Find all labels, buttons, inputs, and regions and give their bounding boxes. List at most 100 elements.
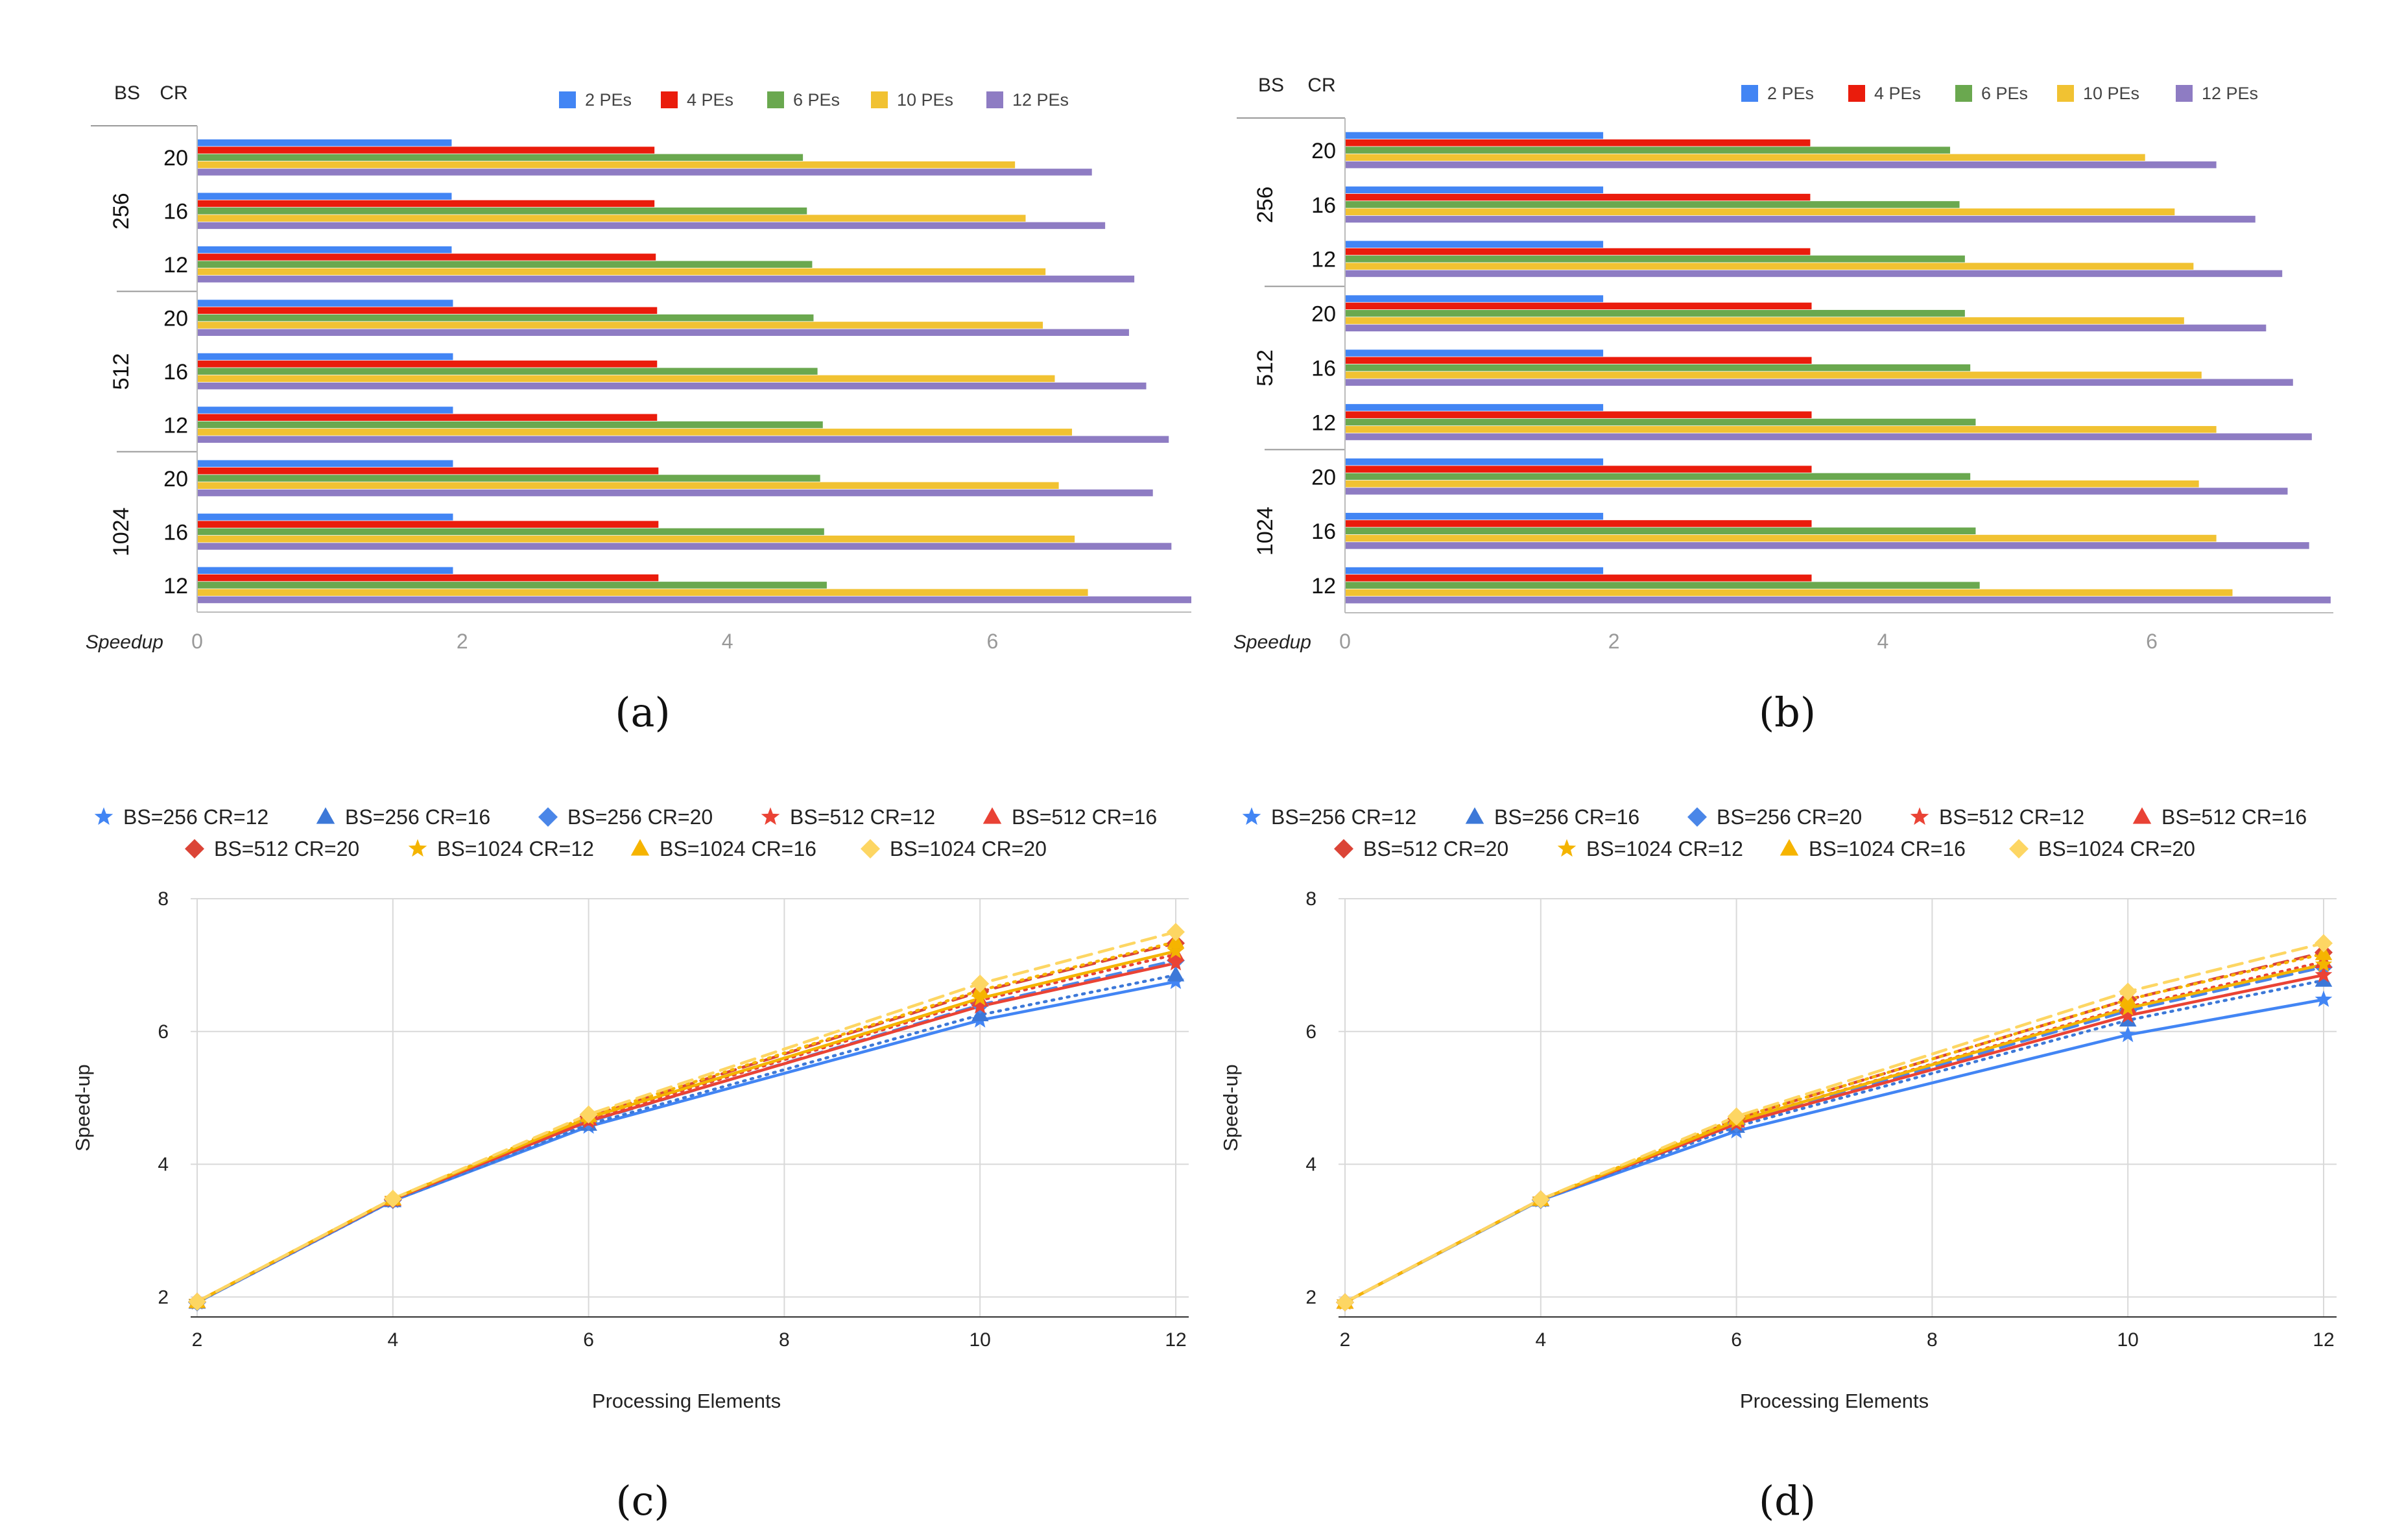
marker-d-7-4 bbox=[2315, 944, 2333, 960]
x-axis-label-b: Speedup bbox=[1233, 632, 1311, 653]
row-label-b-512-20: 20 bbox=[1311, 302, 1336, 327]
bar-b-1024-16-4 bbox=[1345, 542, 2309, 549]
series-line-d-3 bbox=[1343, 973, 2326, 1304]
x-tick-c-3: 8 bbox=[779, 1329, 790, 1351]
legend-marker-c-0 bbox=[94, 807, 113, 825]
row-label-a-1024-12: 12 bbox=[163, 574, 188, 598]
marker-d-3-4 bbox=[2315, 965, 2333, 983]
group-label-b-1024: 1024 bbox=[1253, 506, 1278, 556]
bar-a-1024-16-1 bbox=[197, 521, 659, 528]
row-label-a-1024-20: 20 bbox=[163, 467, 188, 492]
bar-a-1024-20-2 bbox=[197, 475, 820, 482]
legend-marker-d-0 bbox=[1242, 807, 1261, 825]
legend-label-a-4: 12 PEs bbox=[1012, 90, 1069, 110]
bar-b-256-16-0 bbox=[1345, 186, 1604, 194]
legend-label-b-0: 2 PEs bbox=[1767, 84, 1814, 103]
bar-a-1024-12-0 bbox=[197, 567, 453, 575]
row-label-a-256-20: 20 bbox=[163, 146, 188, 171]
marker-d-8-2 bbox=[1727, 1107, 1746, 1126]
bar-b-256-12-1 bbox=[1345, 248, 1811, 255]
bar-b-1024-20-3 bbox=[1345, 480, 2199, 488]
bar-b-512-20-0 bbox=[1345, 295, 1604, 302]
bar-b-1024-20-0 bbox=[1345, 458, 1604, 466]
legend-marker-d-4 bbox=[2132, 807, 2152, 824]
legend-swatch-b-2 bbox=[1955, 85, 1972, 102]
category-header-b: CR bbox=[1307, 75, 1335, 96]
bar-b-256-12-3 bbox=[1345, 263, 2194, 270]
bar-b-256-16-2 bbox=[1345, 201, 1960, 208]
legend-marker-d-5 bbox=[1334, 839, 1353, 859]
caption-b: (b) bbox=[1759, 689, 1816, 736]
bar-b-512-16-0 bbox=[1345, 349, 1604, 357]
marker-c-6-4 bbox=[1167, 942, 1185, 959]
row-label-b-512-12: 12 bbox=[1311, 410, 1336, 435]
bar-b-512-20-1 bbox=[1345, 302, 1812, 310]
marker-d-8-3 bbox=[2119, 982, 2137, 1001]
legend-label-c-0: BS=256 CR=12 bbox=[123, 805, 268, 829]
x-tick-b-1: 2 bbox=[1608, 630, 1620, 653]
bar-b-1024-20-4 bbox=[1345, 488, 2288, 495]
bar-b-1024-12-2 bbox=[1345, 582, 1980, 589]
group-header-a: BS bbox=[114, 82, 140, 104]
bar-b-256-20-2 bbox=[1345, 147, 1951, 154]
marker-c-8-3 bbox=[971, 975, 990, 993]
x-tick-d-4: 10 bbox=[2117, 1329, 2139, 1351]
bar-a-512-16-2 bbox=[197, 368, 818, 375]
row-label-a-256-16: 16 bbox=[163, 200, 188, 224]
x-tick-d-3: 8 bbox=[1927, 1329, 1938, 1351]
bar-a-256-16-0 bbox=[197, 193, 452, 200]
row-label-a-512-12: 12 bbox=[163, 413, 188, 438]
marker-d-6-3 bbox=[2119, 999, 2137, 1016]
marker-c-8-2 bbox=[579, 1105, 598, 1124]
legend-label-c-4: BS=512 CR=16 bbox=[1012, 805, 1157, 829]
bar-a-512-12-2 bbox=[197, 421, 823, 429]
legend-label-d-2: BS=256 CR=20 bbox=[1717, 805, 1862, 829]
legend-marker-c-6 bbox=[408, 839, 427, 857]
x-tick-c-0: 2 bbox=[192, 1329, 203, 1351]
legend-label-d-7: BS=1024 CR=16 bbox=[1809, 837, 1966, 860]
bar-b-512-20-3 bbox=[1345, 317, 2184, 324]
marker-d-0-3 bbox=[2119, 1025, 2137, 1043]
bar-b-1024-16-2 bbox=[1345, 527, 1976, 535]
row-label-b-256-12: 12 bbox=[1311, 248, 1336, 272]
group-label-a-1024: 1024 bbox=[109, 508, 134, 557]
legend-label-c-7: BS=1024 CR=16 bbox=[660, 837, 816, 860]
bar-a-256-16-2 bbox=[197, 207, 807, 215]
series-line-c-0 bbox=[195, 980, 1178, 1304]
y-tick-d-2: 6 bbox=[1305, 1021, 1316, 1043]
bar-a-1024-16-4 bbox=[197, 543, 1172, 550]
caption-a: (a) bbox=[615, 689, 670, 736]
x-tick-a-0: 0 bbox=[191, 630, 203, 653]
row-label-a-512-16: 16 bbox=[163, 360, 188, 385]
x-axis-label-c: Processing Elements bbox=[592, 1390, 781, 1412]
bar-b-256-16-4 bbox=[1345, 215, 2256, 223]
legend-label-d-6: BS=1024 CR=12 bbox=[1586, 837, 1743, 860]
bar-b-512-20-2 bbox=[1345, 309, 1965, 317]
legend-marker-d-1 bbox=[1465, 807, 1484, 824]
chart-d-line: 2 4 6 8 10 12 2 4 6 8 Processing Elements Speed-up B… bbox=[1219, 805, 2337, 1524]
marker-d-8-1 bbox=[1531, 1190, 1550, 1209]
caption-d: (d) bbox=[1759, 1477, 1816, 1524]
bar-a-1024-12-3 bbox=[197, 589, 1088, 596]
bar-a-1024-12-2 bbox=[197, 582, 827, 589]
bar-a-512-16-4 bbox=[197, 382, 1147, 390]
x-tick-a-1: 2 bbox=[457, 630, 468, 653]
y-tick-c-3: 8 bbox=[158, 888, 169, 910]
legend-marker-d-6 bbox=[1557, 839, 1577, 857]
legend-swatch-a-2 bbox=[767, 91, 784, 108]
marker-d-8-4 bbox=[2315, 934, 2333, 953]
row-label-b-512-16: 16 bbox=[1311, 357, 1336, 381]
group-label-b-512: 512 bbox=[1253, 349, 1278, 386]
legend-marker-c-7 bbox=[630, 839, 650, 856]
bar-a-512-20-3 bbox=[197, 322, 1043, 329]
bar-a-512-12-0 bbox=[197, 407, 453, 414]
bar-b-512-20-4 bbox=[1345, 324, 2267, 332]
row-label-b-256-20: 20 bbox=[1311, 139, 1336, 163]
row-label-b-1024-20: 20 bbox=[1311, 465, 1336, 490]
group-label-a-512: 512 bbox=[109, 353, 134, 390]
marker-c-8-0 bbox=[188, 1292, 206, 1311]
marker-d-6-4 bbox=[2315, 955, 2333, 972]
bar-b-1024-16-0 bbox=[1345, 512, 1604, 520]
group-label-a-256: 256 bbox=[109, 193, 134, 230]
x-tick-a-2: 4 bbox=[722, 630, 733, 653]
